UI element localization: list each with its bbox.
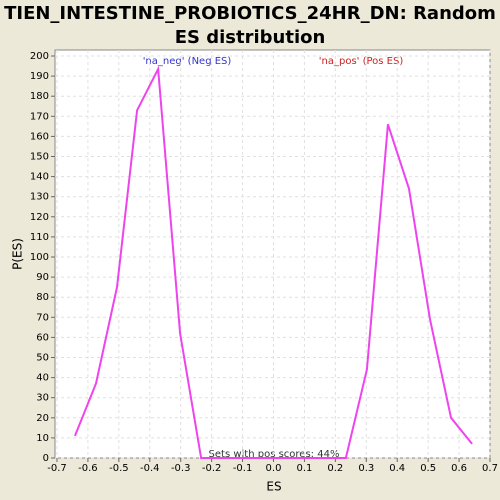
- y-tick-label: 50: [36, 353, 49, 364]
- x-tick-label: -0.1: [233, 463, 253, 474]
- x-tick-label: -0.4: [140, 463, 160, 474]
- y-tick-label: 30: [36, 393, 49, 404]
- x-tick-label: 0.3: [358, 463, 374, 474]
- y-tick-label: 0: [43, 453, 49, 464]
- x-tick-label: -0.2: [202, 463, 222, 474]
- x-tick-label: 0.0: [266, 463, 282, 474]
- y-tick-label: 160: [30, 131, 49, 142]
- plot-area: [54, 49, 491, 459]
- x-tick-label: 0.1: [296, 463, 312, 474]
- y-tick-label: 200: [30, 51, 49, 62]
- annotation: 'na_pos' (Pos ES): [319, 56, 404, 67]
- x-tick-label: 0.4: [389, 463, 405, 474]
- y-tick-label: 60: [36, 332, 49, 343]
- x-axis-label: ES: [266, 480, 281, 494]
- y-tick-label: 110: [30, 232, 49, 243]
- y-tick-label: 100: [30, 252, 49, 263]
- y-tick-label: 190: [30, 71, 49, 82]
- x-tick-label: 0.5: [420, 463, 436, 474]
- x-tick-label: -0.7: [47, 463, 67, 474]
- y-tick-label: 10: [36, 433, 49, 444]
- y-tick-label: 40: [36, 373, 49, 384]
- y-axis-label: P(ES): [11, 238, 25, 270]
- y-tick-label: 150: [30, 152, 49, 163]
- x-tick-label: -0.3: [171, 463, 191, 474]
- x-tick-label: 0.2: [327, 463, 343, 474]
- y-tick-label: 170: [30, 111, 49, 122]
- y-tick-label: 20: [36, 413, 49, 424]
- x-tick-label: -0.5: [109, 463, 129, 474]
- x-tick-label: 0.7: [482, 463, 498, 474]
- line-series: [74, 65, 473, 459]
- annotation: 'na_neg' (Neg ES): [143, 56, 232, 67]
- x-tick-label: -0.6: [78, 463, 98, 474]
- x-tick-label: 0.6: [451, 463, 467, 474]
- y-tick-label: 70: [36, 312, 49, 323]
- y-tick-label: 140: [30, 172, 49, 183]
- y-tick-label: 130: [30, 192, 49, 203]
- y-tick-label: 120: [30, 212, 49, 223]
- y-tick-label: 180: [30, 91, 49, 102]
- y-tick-label: 90: [36, 272, 49, 283]
- chart-title: TIEN_INTESTINE_PROBIOTICS_24HR_DN: Rando…: [4, 3, 496, 48]
- y-tick-label: 80: [36, 292, 49, 303]
